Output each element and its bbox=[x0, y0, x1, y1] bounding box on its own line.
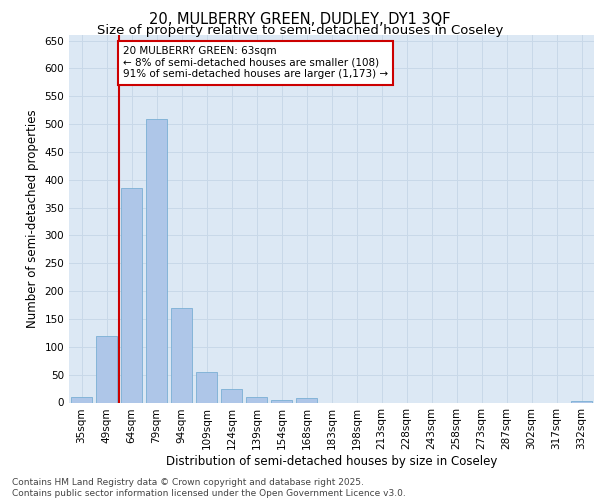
Bar bbox=[171, 308, 192, 402]
Y-axis label: Number of semi-detached properties: Number of semi-detached properties bbox=[26, 110, 39, 328]
Bar bbox=[71, 397, 92, 402]
Bar bbox=[296, 398, 317, 402]
Text: 20, MULBERRY GREEN, DUDLEY, DY1 3QF: 20, MULBERRY GREEN, DUDLEY, DY1 3QF bbox=[149, 12, 451, 28]
Bar bbox=[271, 400, 292, 402]
Bar bbox=[146, 118, 167, 403]
Bar bbox=[196, 372, 217, 402]
Text: 20 MULBERRY GREEN: 63sqm
← 8% of semi-detached houses are smaller (108)
91% of s: 20 MULBERRY GREEN: 63sqm ← 8% of semi-de… bbox=[123, 46, 388, 80]
X-axis label: Distribution of semi-detached houses by size in Coseley: Distribution of semi-detached houses by … bbox=[166, 455, 497, 468]
Bar bbox=[121, 188, 142, 402]
Bar bbox=[96, 336, 117, 402]
Text: Contains HM Land Registry data © Crown copyright and database right 2025.
Contai: Contains HM Land Registry data © Crown c… bbox=[12, 478, 406, 498]
Bar bbox=[246, 397, 267, 402]
Text: Size of property relative to semi-detached houses in Coseley: Size of property relative to semi-detach… bbox=[97, 24, 503, 37]
Bar bbox=[221, 388, 242, 402]
